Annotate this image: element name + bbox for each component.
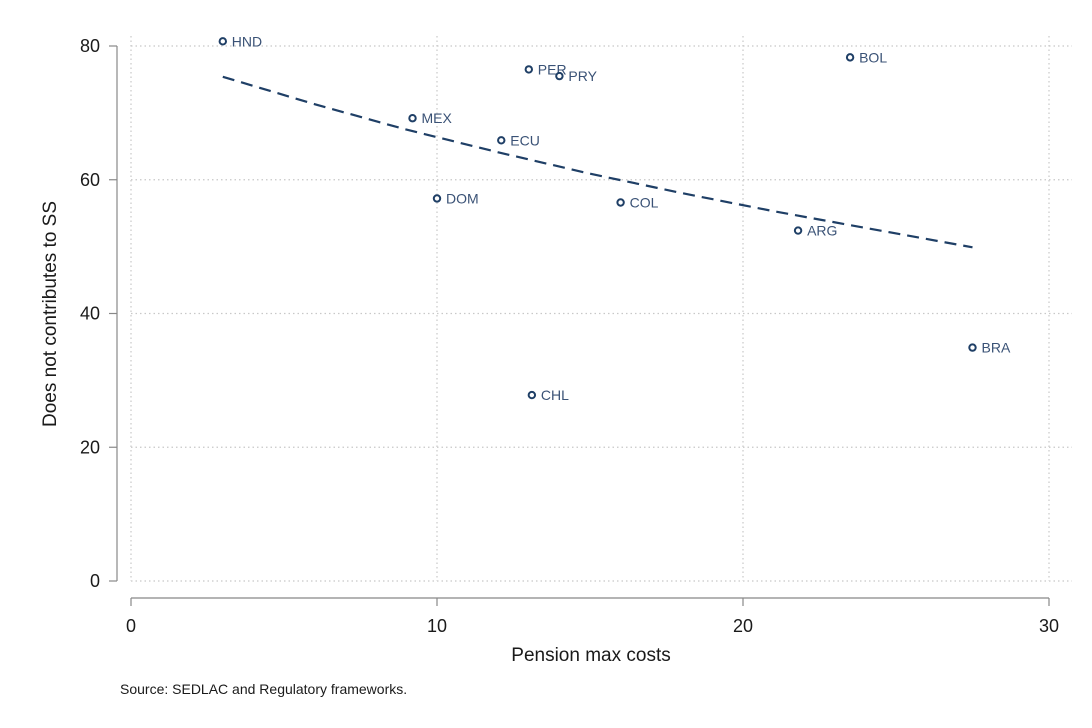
point-label-bol: BOL [859,49,887,65]
point-label-hnd: HND [232,33,262,49]
data-point-per [524,65,533,74]
data-point-col [616,198,625,207]
fit-line [222,75,973,249]
grid-lines [130,36,1072,582]
point-label-mex: MEX [422,110,453,126]
x-tick-label: 10 [427,616,447,636]
x-axis-title: Pension max costs [511,645,670,666]
y-tick-label: 0 [90,571,100,591]
point-label-pry: PRY [568,68,597,84]
data-point-hnd [218,37,228,46]
data-point-pry [555,71,564,81]
y-axis-title: Does not contributes to SS [40,201,61,427]
y-tick-label: 60 [80,170,100,190]
data-point-dom [432,194,442,203]
data-point-chl [527,390,537,400]
y-tick-label: 40 [80,304,100,324]
point-label-col: COL [630,194,659,210]
x-tick-label: 20 [733,616,753,636]
data-point-ecu [497,136,506,145]
y-tick-label: 80 [80,36,100,56]
point-label-ecu: ECU [510,132,540,148]
data-point-bra [968,343,977,352]
data-point-mex [408,114,417,123]
point-label-bra: BRA [982,340,1011,356]
source-note: Source: SEDLAC and Regulatory frameworks… [120,681,408,697]
point-label-dom: DOM [446,190,479,206]
y-tick-label: 20 [80,437,100,457]
point-label-chl: CHL [541,387,569,403]
fit-line-group [222,75,973,249]
x-tick-label: 0 [126,616,136,636]
x-tick-label: 30 [1039,616,1059,636]
data-point-bol [845,53,855,62]
data-point-arg [793,226,803,235]
axes: 0 20 40 60 80 0 10 20 30 [80,36,1059,636]
point-label-arg: ARG [807,223,837,239]
